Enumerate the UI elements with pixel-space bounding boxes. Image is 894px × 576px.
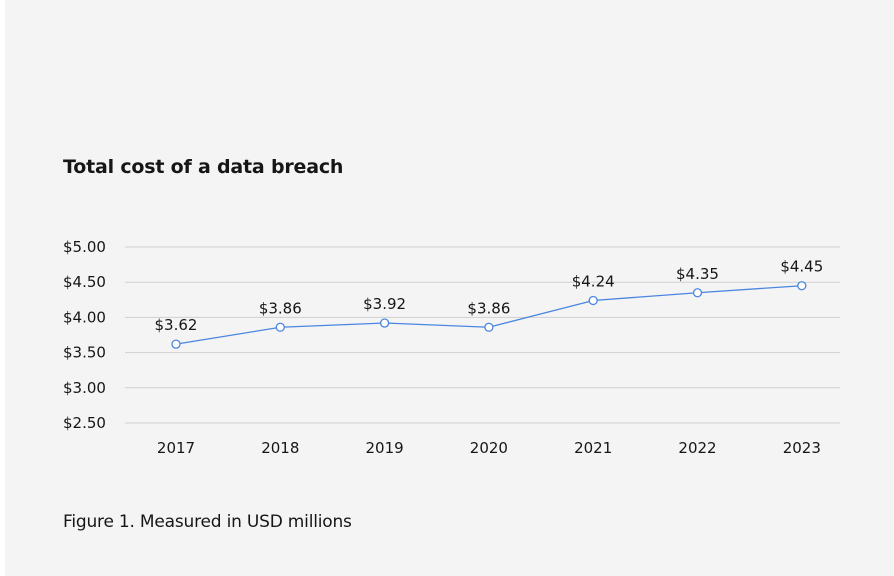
x-tick-label: 2022 [678, 439, 716, 457]
y-tick-label: $3.50 [63, 344, 106, 362]
x-tick-label: 2023 [783, 439, 821, 457]
data-label: $3.86 [259, 299, 302, 317]
x-tick-label: 2021 [574, 439, 612, 457]
x-tick-label: 2018 [261, 439, 299, 457]
x-tick-label: 2020 [470, 439, 508, 457]
x-axis-tick-labels: 2017 2018 2019 2020 2021 2022 2023 [157, 439, 821, 457]
data-point [379, 318, 390, 328]
y-tick-label: $2.50 [63, 414, 106, 432]
line-chart: $2.50$3.00$3.50$4.00$4.50$5.00 2017 2018 2… [63, 238, 840, 457]
y-axis-tick-labels: $2.50 $3.00 $3.50 $4.00 $4.50 $5.00 [63, 238, 106, 432]
data-point [588, 295, 598, 306]
data-point [484, 322, 494, 332]
data-label: $3.62 [155, 316, 198, 334]
data-labels: $3.62 $3.86 $3.92 $3.86 $4.24 $4.35 $4.45 [155, 258, 824, 334]
data-point [692, 288, 703, 298]
data-point [171, 339, 181, 349]
data-point [275, 322, 285, 332]
data-label: $3.92 [363, 295, 406, 313]
chart-card: Total cost of a data breach $2.50 $3.00 $3… [5, 0, 894, 576]
y-tick-label: $4.00 [63, 308, 106, 326]
figure-caption: Figure 1. Measured in USD millions [63, 512, 352, 532]
y-tick-label: $5.00 [63, 238, 106, 256]
data-label: $3.86 [467, 299, 510, 317]
x-tick-label: 2019 [366, 439, 404, 457]
x-tick-label: 2017 [157, 439, 195, 457]
data-point [797, 281, 807, 291]
data-points [171, 281, 807, 349]
data-label: $4.45 [780, 258, 823, 276]
grid-lines [125, 246, 840, 424]
y-tick-label: $3.00 [63, 379, 106, 397]
y-tick-label: $4.50 [63, 273, 106, 291]
chart-title: Total cost of a data breach [63, 156, 344, 178]
data-label: $4.24 [572, 273, 615, 291]
data-label: $4.35 [676, 265, 719, 283]
